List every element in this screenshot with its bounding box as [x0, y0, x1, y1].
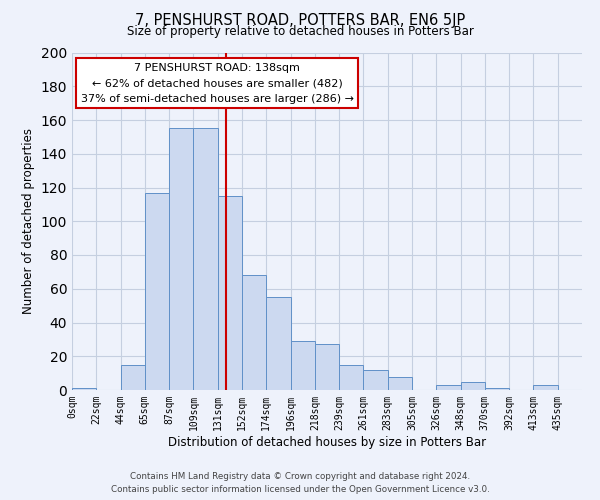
Y-axis label: Number of detached properties: Number of detached properties	[22, 128, 35, 314]
Bar	[242, 275, 266, 390]
Text: 7, PENSHURST ROAD, POTTERS BAR, EN6 5JP: 7, PENSHURST ROAD, POTTERS BAR, EN6 5JP	[135, 12, 465, 28]
Bar	[388, 376, 412, 390]
Bar	[436, 385, 461, 390]
Bar	[218, 196, 242, 390]
Bar	[461, 382, 485, 390]
Bar	[121, 364, 145, 390]
Bar	[315, 344, 339, 390]
Bar	[364, 370, 388, 390]
Bar	[145, 192, 169, 390]
Text: Size of property relative to detached houses in Potters Bar: Size of property relative to detached ho…	[127, 25, 473, 38]
Bar	[169, 128, 193, 390]
Bar	[193, 128, 218, 390]
Bar	[290, 341, 315, 390]
Text: 7 PENSHURST ROAD: 138sqm
← 62% of detached houses are smaller (482)
37% of semi-: 7 PENSHURST ROAD: 138sqm ← 62% of detach…	[81, 62, 354, 104]
Bar	[266, 297, 290, 390]
Text: Contains HM Land Registry data © Crown copyright and database right 2024.
Contai: Contains HM Land Registry data © Crown c…	[110, 472, 490, 494]
Bar	[339, 364, 364, 390]
Bar	[72, 388, 96, 390]
Bar	[533, 385, 558, 390]
X-axis label: Distribution of detached houses by size in Potters Bar: Distribution of detached houses by size …	[168, 436, 486, 448]
Bar	[485, 388, 509, 390]
